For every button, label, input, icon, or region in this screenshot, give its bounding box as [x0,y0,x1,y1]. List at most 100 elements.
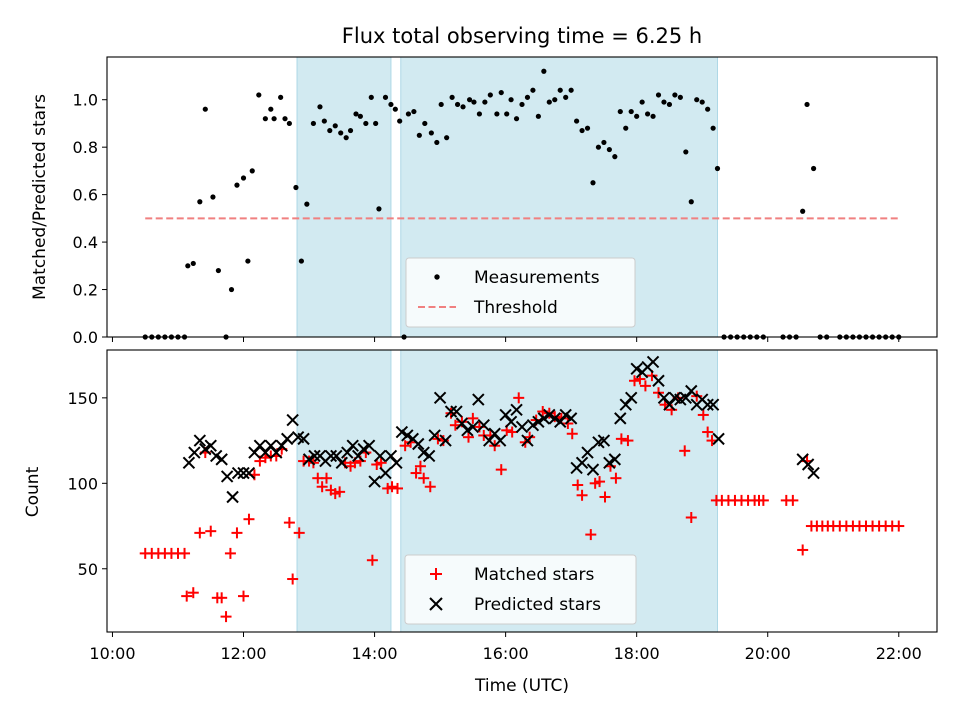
measurement-point [338,130,344,136]
shaded-interval-1 [296,56,392,338]
measurement-point [190,260,196,267]
measurement-point [249,168,255,174]
predicted-star-point [564,412,578,425]
measurement-point [617,108,623,115]
measurement-point [466,97,473,103]
measurement-point [574,118,580,124]
predicted-star-point [237,466,250,480]
measurement-point [382,94,389,100]
measurement-point [590,180,596,186]
measurement-point [487,92,493,98]
predicted-star-point [220,470,234,483]
predicted-star-point [297,432,310,446]
predicted-star-point [280,432,294,446]
measurement-point [672,92,678,98]
x-tick-label: 12:00 [220,644,266,663]
legend-marker-predicted-stars [429,597,443,611]
predicted-star-point [526,418,540,432]
matched-star-point [366,554,378,566]
measurement-point [498,89,504,96]
measurement-point [655,92,662,98]
matched-star-point [316,481,328,493]
measurement-point [397,118,403,124]
measurement-point [278,94,284,100]
top-x-axis-ticks [111,337,900,342]
matched-star-point [685,511,697,523]
predicted-star-point [373,449,387,463]
matched-star-point [462,431,474,443]
predicted-star-point [231,466,245,480]
matched-star-point [566,428,578,440]
matched-star-point [414,460,426,472]
measurement-point [568,87,574,93]
matched-star-point [216,592,228,604]
predicted-star-point [368,475,381,488]
x-tick-label: 14:00 [352,644,398,663]
top-y-axis: 0.0 0.2 0.4 0.6 0.8 1.0 [73,91,107,347]
measurement-point [524,94,531,100]
bottom-legend: Matched stars Predicted stars [404,554,637,625]
predicted-star-point [586,463,600,476]
measurement-point [530,87,536,93]
predicted-star-point [193,434,207,447]
measurement-point [650,113,656,119]
predicted-star-point [532,415,545,428]
x-tick-label: 18:00 [614,644,660,663]
predicted-star-point [608,453,622,466]
measurement-point [694,97,700,103]
predicted-star-point [379,466,392,480]
bottom-y-axis: 50 100 150 [67,389,107,579]
legend-marker-measurements [434,274,440,280]
top-y-axis-label: Matched/Predicted stars [30,94,50,300]
measurement-point [628,108,634,115]
measurement-point [804,101,810,108]
predicted-star-point [204,439,217,452]
measurement-point [623,125,629,131]
matched-star-point [287,573,299,585]
measurement-point [634,113,640,119]
predicted-star-point [286,413,299,427]
measurement-point [317,104,323,110]
measurement-point [800,208,806,214]
top-y-tick-label: 0.4 [73,233,98,252]
matched-star-point [205,525,217,537]
matched-star-point [610,472,622,484]
matched-star-point [628,375,640,387]
measurement-point [228,286,235,293]
predicted-star-point [242,466,256,480]
measurement-point [519,101,525,108]
predicted-star-point [401,429,414,442]
top-legend: Measurements Threshold [405,257,636,328]
x-tick-label: 10:00 [89,644,135,663]
predicted-star-point [701,398,714,411]
measurement-point [268,106,274,112]
predicted-star-point [521,434,534,447]
predicted-star-point [428,429,441,442]
matched-star-point [334,486,346,498]
matched-star-point [797,544,809,556]
predicted-star-point [614,412,627,425]
matched-star-point [410,467,422,479]
top-legend-box [405,257,636,328]
measurement-point [197,199,203,205]
matched-star-point [386,481,398,493]
matched-star-point [243,513,255,525]
matched-star-point [424,481,436,493]
bottom-plot-area [139,355,905,623]
measurement-point [535,113,541,119]
top-y-tick-label: 0.0 [73,328,98,347]
measurement-point [552,97,558,103]
matched-star-point [506,426,518,438]
matched-star-point [495,464,507,476]
measurement-point [460,104,466,110]
predicted-star-point [395,425,409,439]
predicted-star-point [477,418,490,432]
bottom-legend-box [404,554,637,625]
matched-star-point [392,482,403,494]
measurement-point [601,139,607,146]
top-axes-frame [106,56,938,338]
predicted-star-point [575,456,589,470]
measurement-point [210,194,216,200]
legend-label-matched-stars: Matched stars [474,565,594,585]
bottom-y-tick-label: 100 [67,474,98,493]
